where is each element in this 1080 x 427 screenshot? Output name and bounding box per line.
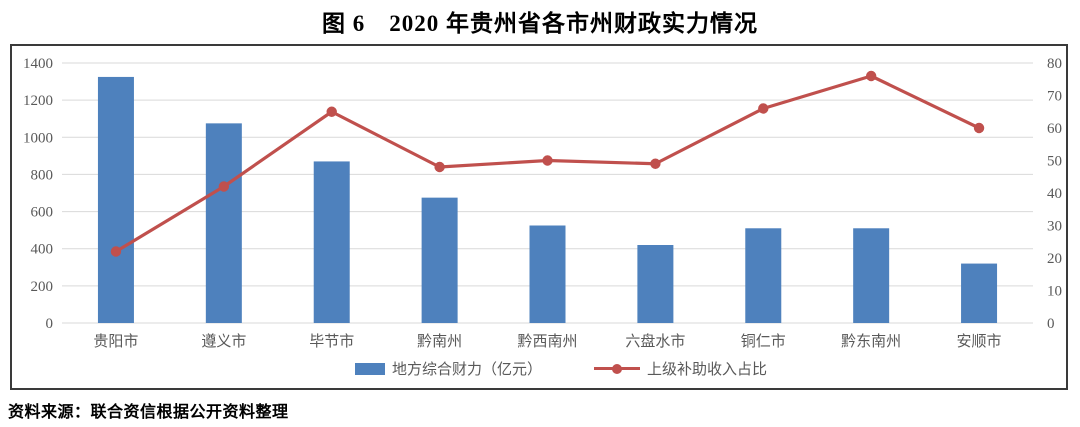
left-axis-tick-label: 600 bbox=[31, 205, 54, 221]
bar-贵阳市 bbox=[97, 76, 134, 323]
left-axis-tick-label: 200 bbox=[31, 279, 54, 295]
bar-黔东南州 bbox=[853, 228, 890, 323]
right-axis-tick-label: 50 bbox=[1047, 154, 1062, 170]
bar-series bbox=[97, 76, 998, 323]
line-point-安顺市 bbox=[973, 122, 985, 134]
category-label-铜仁市: 铜仁市 bbox=[741, 333, 786, 350]
right-axis-tick-label: 20 bbox=[1047, 251, 1062, 267]
category-label-黔东南州: 黔东南州 bbox=[841, 333, 901, 350]
bar-黔南州 bbox=[421, 197, 458, 323]
left-axis-tick-label: 1400 bbox=[23, 56, 53, 72]
legend: 地方综合财力（亿元） 上级补助收入占比 bbox=[34, 358, 1080, 379]
line-series-swatch-icon bbox=[594, 363, 640, 374]
category-label-遵义市: 遵义市 bbox=[201, 332, 246, 350]
line-point-黔东南州 bbox=[865, 70, 877, 82]
line-point-毕节市 bbox=[326, 106, 337, 117]
legend-item-line: 上级补助收入占比 bbox=[594, 358, 767, 379]
right-axis-tick-label: 60 bbox=[1047, 121, 1062, 137]
legend-item-bar: 地方综合财力（亿元） bbox=[354, 358, 542, 379]
bar-黔西南州 bbox=[529, 225, 566, 323]
bar-毕节市 bbox=[313, 161, 350, 323]
right-axis-ticks: 0 10 20 30 40 50 60 70 80 bbox=[1047, 56, 1062, 332]
right-axis-tick-label: 10 bbox=[1047, 284, 1062, 300]
left-axis-tick-label: 0 bbox=[46, 316, 54, 332]
right-axis-tick-label: 30 bbox=[1047, 219, 1062, 235]
chart-canvas: 0 200 400 600 800 1000 1200 1400 0 10 20 30 40 50 60 70… bbox=[23, 56, 1062, 350]
line-point-六盘水市 bbox=[650, 158, 661, 169]
left-axis-ticks: 0 200 400 600 800 1000 1200 1400 bbox=[23, 56, 53, 332]
source-note: 资料来源：联合资信根据公开资料整理 bbox=[8, 404, 289, 421]
legend-label-bar: 地方综合财力（亿元） bbox=[391, 361, 542, 378]
right-axis-tick-label: 0 bbox=[1047, 316, 1055, 332]
right-axis-tick-label: 80 bbox=[1047, 56, 1062, 72]
bar-series-swatch-icon bbox=[354, 362, 385, 375]
category-label-毕节市: 毕节市 bbox=[309, 333, 354, 350]
left-axis-tick-label: 1000 bbox=[23, 130, 53, 146]
figure-title: 图 6 2020 年贵州省各市州财政实力情况 bbox=[322, 11, 758, 36]
line-point-铜仁市 bbox=[758, 103, 769, 114]
line-series bbox=[110, 70, 985, 257]
line-point-黔南州 bbox=[434, 161, 445, 173]
line-marker-icon bbox=[612, 363, 622, 374]
chart-area: 0 200 400 600 800 1000 1200 1400 0 10 20 30 40 50 60 70… bbox=[10, 44, 1068, 390]
category-label-黔西南州: 黔西南州 bbox=[517, 333, 577, 350]
line-point-黔西南州 bbox=[542, 155, 553, 166]
left-axis-tick-label: 400 bbox=[31, 242, 54, 258]
right-axis-tick-label: 40 bbox=[1047, 186, 1062, 202]
line-point-贵阳市 bbox=[110, 246, 122, 257]
left-axis-tick-label: 1200 bbox=[23, 93, 53, 109]
line-point-遵义市 bbox=[218, 181, 230, 192]
category-label-贵阳市: 贵阳市 bbox=[93, 333, 138, 350]
category-label-安顺市: 安顺市 bbox=[957, 333, 1002, 350]
bar-遵义市 bbox=[205, 123, 242, 323]
bar-安顺市 bbox=[961, 263, 998, 323]
category-label-黔南州: 黔南州 bbox=[417, 333, 462, 350]
left-axis-tick-label: 800 bbox=[31, 167, 54, 183]
bar-铜仁市 bbox=[745, 228, 782, 323]
bar-六盘水市 bbox=[637, 245, 674, 323]
category-label-六盘水市: 六盘水市 bbox=[625, 332, 685, 350]
legend-label-line: 上级补助收入占比 bbox=[647, 361, 768, 378]
category-axis-labels: 贵阳市 遵义市 毕节市 黔南州 黔西南州 六盘水市 铜仁市 黔东南州 安顺市 bbox=[93, 332, 1001, 350]
right-axis-tick-label: 70 bbox=[1047, 89, 1062, 105]
